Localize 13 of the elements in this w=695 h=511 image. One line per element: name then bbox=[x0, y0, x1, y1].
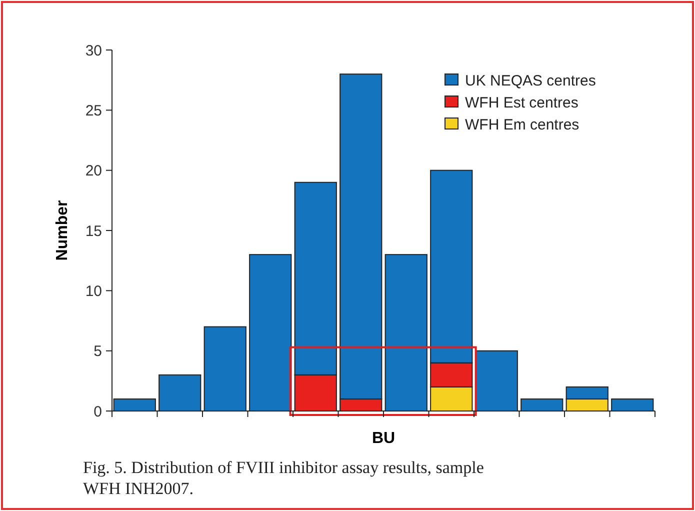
y-tick-label: 20 bbox=[85, 162, 102, 180]
y-tick-label: 5 bbox=[94, 343, 102, 360]
y-tick-label: 25 bbox=[85, 102, 102, 120]
y-tick-label: 15 bbox=[85, 222, 102, 240]
caption: Fig. 5. Distribution of FVIII inhibitor assay results, sample WFH INH2007. bbox=[83, 458, 484, 498]
y-tick-label: 10 bbox=[85, 282, 102, 300]
y-tick-label: 0 bbox=[94, 403, 102, 420]
y-axis-title: Number bbox=[54, 200, 71, 261]
x-axis-title: BU bbox=[372, 430, 396, 447]
legend-label: WFH Est centres bbox=[465, 94, 578, 112]
y-tick-label: 30 bbox=[85, 42, 102, 60]
legend-label: UK NEQAS centres bbox=[465, 72, 596, 90]
legend-label: WFH Em centres bbox=[465, 116, 580, 134]
